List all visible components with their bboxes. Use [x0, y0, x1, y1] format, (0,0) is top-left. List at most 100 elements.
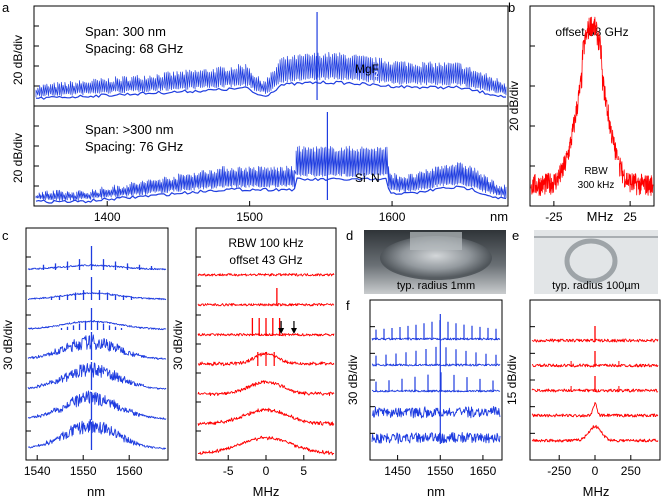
y-axis-label: 30 dB/div	[1, 320, 15, 370]
spectrum-trace	[371, 337, 501, 341]
panel-a: a Span: 300 nm Spacing: 68 GHz 20 dB/div…	[2, 0, 509, 224]
material-label: N	[371, 171, 380, 185]
annotation-span: Span: >300 nm	[85, 122, 174, 137]
panel-label-e: e	[512, 228, 519, 243]
annotation-rbw: RBW	[584, 166, 608, 177]
x-axis-label: nm	[490, 209, 508, 224]
x-tick-label: -250	[547, 464, 571, 478]
spectrum-trace	[371, 389, 501, 393]
si3n4-comb-lines	[35, 145, 507, 202]
x-tick-label: 1400	[94, 210, 121, 224]
x-tick-label: 1550	[70, 464, 97, 478]
annotation-offset: offset 43 GHz	[229, 253, 302, 267]
beat-note-trace	[197, 407, 335, 426]
x-tick-label: 1450	[384, 464, 411, 478]
panel-c-left-chart: 30 dB/div nm 1540 1550 1560	[1, 227, 169, 499]
x-tick-label: 1500	[236, 210, 263, 224]
y-axis-label: 20 dB/div	[507, 81, 521, 131]
x-tick-label: 0	[263, 464, 270, 478]
comb-line	[42, 246, 153, 270]
plot-frame	[33, 105, 509, 207]
annotation-spacing: Spacing: 76 GHz	[85, 139, 183, 154]
x-tick-label: 1600	[379, 210, 406, 224]
material-label: MgF	[355, 62, 379, 76]
beat-note-trace	[197, 273, 335, 277]
beat-note-trace	[197, 380, 335, 397]
si3n4-comb-lines-floor	[35, 177, 507, 204]
x-axis-label: MHz	[583, 484, 610, 499]
x-axis-label: nm	[87, 484, 105, 499]
panel-a-top-chart: Span: 300 nm Spacing: 68 GHz 20 dB/div M…	[11, 5, 509, 107]
panel-label-b: b	[508, 0, 515, 15]
x-tick-label: 5	[300, 464, 307, 478]
material-subscript: 4	[380, 179, 385, 188]
resonator-stem	[410, 232, 462, 250]
annotation-spacing: Spacing: 68 GHz	[85, 41, 183, 56]
x-tick-label: 25	[623, 210, 637, 224]
arrow-head	[278, 328, 285, 334]
x-tick-label: 1650	[470, 464, 497, 478]
panel-b: b offset 68 GHz 20 dB/div MHz -25 25RBW30…	[507, 0, 655, 224]
spectrum-trace	[27, 334, 167, 360]
panel-a-bottom-chart: Span: >300 nm Spacing: 76 GHz 20 dB/div …	[11, 105, 509, 224]
panel-f-left-chart: 30 dB/div nm 1450 1550 1650	[346, 299, 503, 499]
comb-line	[375, 320, 497, 340]
spectrum-trace	[27, 390, 167, 420]
rbw-label-bg	[573, 160, 619, 194]
beat-note-trace	[197, 303, 335, 307]
resonator-disk	[380, 236, 492, 280]
microring	[564, 238, 618, 284]
annotation-rbw-value: 300 kHz	[578, 180, 615, 191]
material-subscript: 2	[374, 70, 379, 79]
comb-line	[375, 346, 497, 366]
x-tick-label: -5	[223, 464, 234, 478]
photo-caption: typ. radius 100µm	[552, 280, 640, 292]
spectrum-trace	[27, 292, 167, 301]
arrow-head	[290, 328, 297, 334]
x-axis-label: nm	[427, 484, 445, 499]
panel-f-right-chart: 15 dB/div MHz -250 0 250	[505, 299, 661, 499]
photo-caption: typ. radius 1mm	[397, 280, 475, 292]
spectrum-trace	[27, 419, 167, 450]
beat-note-peak	[257, 352, 275, 366]
panel-label-d: d	[346, 228, 353, 243]
panel-f: f 30 dB/div nm 1450 1550 1650 15 dB/div MH…	[346, 298, 661, 499]
panel-c: c 30 dB/div nm 1540 1550 1560 30 dB/div RB…	[1, 227, 337, 499]
material-subscript: 3	[366, 179, 371, 188]
spectrum-trace	[27, 362, 167, 390]
x-tick-label: 1550	[427, 464, 454, 478]
panel-label-c: c	[2, 228, 9, 243]
bus-waveguide	[534, 236, 658, 238]
x-tick-label: 0	[592, 464, 599, 478]
y-axis-label: 20 dB/div	[11, 133, 25, 183]
panel-label-f: f	[346, 298, 350, 313]
panel-d-photo: d typ. radius 1mm	[346, 228, 506, 294]
x-axis-label: MHz	[253, 484, 280, 499]
panel-e-photo: e typ. radius 100µm	[512, 228, 658, 294]
y-axis-label: 15 dB/div	[505, 355, 519, 405]
spectrum-trace	[371, 431, 501, 444]
x-tick-label: 1540	[24, 464, 51, 478]
plot-frame	[529, 5, 655, 207]
x-tick-label: 250	[621, 464, 641, 478]
spectrum-trace	[371, 406, 501, 419]
beat-note-trace	[531, 402, 659, 418]
y-axis-label: 30 dB/div	[346, 355, 360, 405]
mgf2-comb-lines	[35, 51, 507, 98]
plot-frame	[33, 5, 509, 107]
y-axis-label: 30 dB/div	[171, 320, 185, 370]
comb-line	[60, 308, 123, 330]
x-tick-label: -25	[545, 210, 563, 224]
annotation-rbw: RBW 100 kHz	[228, 236, 303, 250]
material-label: Si	[355, 171, 366, 185]
comb-line	[50, 277, 133, 300]
spectrum-trace	[27, 264, 167, 271]
y-axis-label: 20 dB/div	[11, 35, 25, 85]
beat-note-trace	[197, 435, 335, 456]
beat-note-trace	[530, 16, 654, 196]
x-axis-label: MHz	[587, 209, 614, 224]
beat-note-trace	[531, 424, 659, 443]
comb-line	[375, 372, 494, 392]
beat-note-peak	[251, 318, 281, 336]
